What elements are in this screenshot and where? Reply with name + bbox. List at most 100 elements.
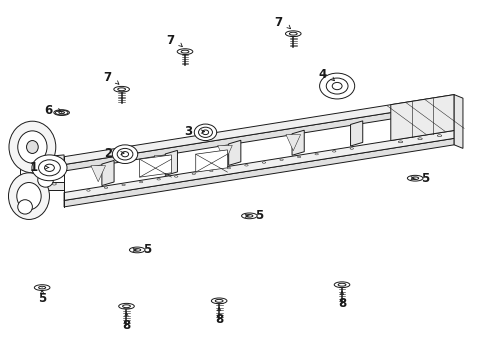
- Ellipse shape: [122, 184, 125, 186]
- Ellipse shape: [39, 160, 60, 176]
- Polygon shape: [350, 121, 362, 146]
- Ellipse shape: [285, 31, 301, 37]
- Ellipse shape: [244, 165, 247, 166]
- Ellipse shape: [198, 127, 212, 138]
- Ellipse shape: [54, 110, 69, 116]
- Polygon shape: [64, 130, 453, 201]
- Ellipse shape: [52, 158, 56, 160]
- Ellipse shape: [215, 300, 223, 302]
- Text: 1: 1: [30, 161, 38, 174]
- Ellipse shape: [417, 138, 421, 140]
- Polygon shape: [228, 140, 241, 165]
- Text: 8: 8: [337, 297, 346, 310]
- Ellipse shape: [289, 32, 297, 35]
- Text: 7: 7: [102, 71, 111, 84]
- Ellipse shape: [55, 110, 68, 115]
- Ellipse shape: [119, 303, 134, 309]
- Ellipse shape: [8, 173, 49, 220]
- Ellipse shape: [174, 176, 178, 177]
- Ellipse shape: [407, 175, 422, 181]
- Text: 5: 5: [38, 292, 46, 305]
- Text: 8: 8: [215, 313, 223, 327]
- Polygon shape: [217, 145, 232, 162]
- Ellipse shape: [414, 178, 415, 179]
- Ellipse shape: [333, 282, 349, 288]
- Ellipse shape: [133, 249, 141, 251]
- Ellipse shape: [86, 190, 90, 191]
- Polygon shape: [154, 156, 168, 172]
- Ellipse shape: [129, 247, 145, 253]
- Ellipse shape: [17, 183, 41, 210]
- Text: 8: 8: [122, 319, 130, 332]
- Ellipse shape: [337, 283, 345, 286]
- Polygon shape: [64, 95, 453, 165]
- Ellipse shape: [44, 164, 54, 171]
- Ellipse shape: [314, 153, 318, 155]
- Text: 4: 4: [318, 68, 326, 81]
- Ellipse shape: [121, 152, 128, 157]
- Polygon shape: [91, 166, 105, 182]
- Ellipse shape: [297, 156, 300, 158]
- Ellipse shape: [332, 150, 335, 152]
- Ellipse shape: [319, 73, 354, 99]
- Ellipse shape: [9, 121, 56, 173]
- Text: 2: 2: [103, 147, 112, 159]
- Polygon shape: [285, 135, 300, 151]
- Ellipse shape: [34, 285, 50, 291]
- Ellipse shape: [58, 111, 65, 114]
- Ellipse shape: [177, 49, 192, 54]
- Ellipse shape: [192, 173, 195, 174]
- Ellipse shape: [61, 112, 62, 113]
- Ellipse shape: [112, 145, 138, 163]
- Ellipse shape: [398, 141, 402, 143]
- Text: 7: 7: [166, 33, 174, 47]
- Ellipse shape: [52, 183, 56, 185]
- Ellipse shape: [411, 177, 418, 180]
- Polygon shape: [195, 150, 227, 172]
- Ellipse shape: [38, 173, 53, 187]
- Ellipse shape: [18, 200, 32, 214]
- Ellipse shape: [114, 86, 129, 92]
- Ellipse shape: [181, 50, 188, 53]
- Ellipse shape: [32, 155, 67, 181]
- Ellipse shape: [139, 181, 142, 183]
- Ellipse shape: [202, 130, 208, 135]
- Text: 7: 7: [274, 16, 282, 29]
- Ellipse shape: [245, 215, 252, 217]
- Ellipse shape: [26, 140, 38, 153]
- Polygon shape: [64, 103, 453, 171]
- Ellipse shape: [349, 148, 353, 149]
- Ellipse shape: [59, 112, 64, 114]
- Text: 5: 5: [420, 172, 428, 185]
- Ellipse shape: [227, 167, 230, 169]
- Polygon shape: [64, 138, 453, 207]
- Ellipse shape: [39, 286, 45, 289]
- Polygon shape: [140, 155, 171, 177]
- Polygon shape: [165, 150, 177, 175]
- Ellipse shape: [436, 135, 441, 136]
- Ellipse shape: [118, 88, 125, 91]
- Polygon shape: [291, 130, 304, 155]
- Polygon shape: [102, 161, 114, 185]
- Ellipse shape: [42, 162, 52, 172]
- Ellipse shape: [122, 305, 130, 308]
- Ellipse shape: [37, 157, 57, 177]
- Ellipse shape: [262, 162, 265, 163]
- Ellipse shape: [157, 179, 160, 180]
- Ellipse shape: [41, 287, 43, 288]
- Text: 5: 5: [254, 210, 263, 222]
- Ellipse shape: [61, 112, 62, 113]
- Ellipse shape: [18, 131, 47, 163]
- Ellipse shape: [104, 187, 107, 188]
- Polygon shape: [44, 182, 64, 190]
- Ellipse shape: [279, 159, 283, 161]
- Polygon shape: [453, 95, 462, 148]
- Polygon shape: [390, 95, 453, 140]
- Text: 6: 6: [44, 104, 53, 117]
- Ellipse shape: [241, 213, 257, 219]
- Text: 5: 5: [142, 243, 151, 256]
- Ellipse shape: [117, 148, 133, 160]
- Text: 3: 3: [184, 125, 192, 138]
- Ellipse shape: [331, 82, 342, 90]
- Ellipse shape: [211, 298, 226, 304]
